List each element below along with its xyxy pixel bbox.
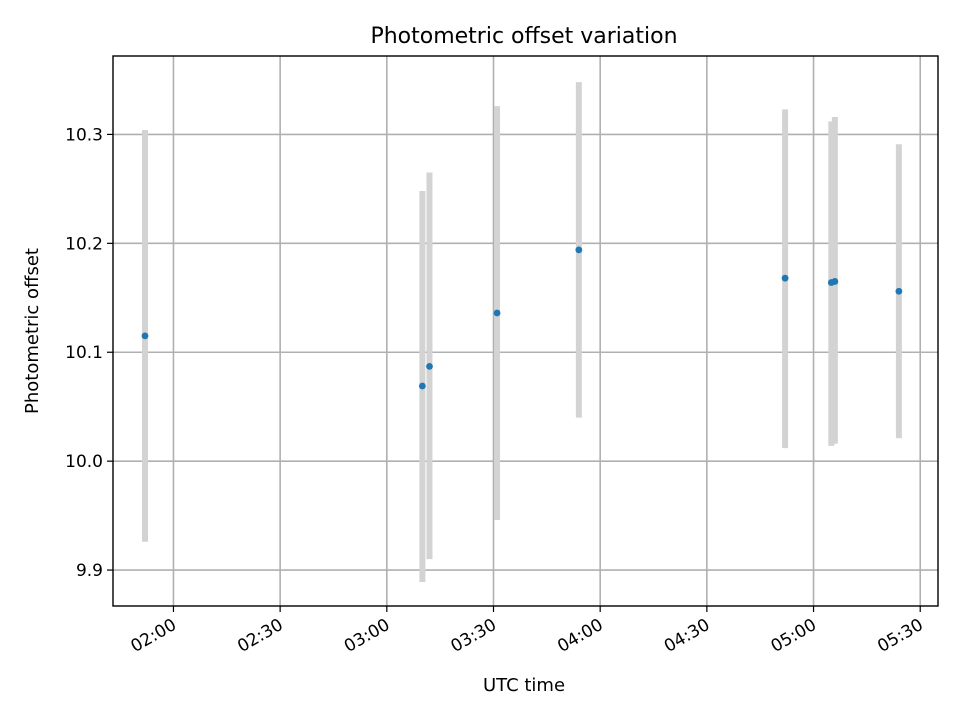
data-point bbox=[575, 246, 583, 254]
data-points bbox=[141, 246, 903, 390]
x-tick-label: 02:30 bbox=[234, 615, 286, 657]
data-point bbox=[426, 362, 433, 370]
x-tick-label: 03:30 bbox=[448, 615, 500, 657]
grid bbox=[113, 56, 938, 606]
data-point bbox=[895, 287, 903, 295]
y-tick-label: 9.9 bbox=[76, 561, 103, 581]
y-axis-ticks: 9.9 10.0 10.1 10.2 10.3 bbox=[65, 125, 113, 581]
y-tick-label: 10.1 bbox=[65, 343, 103, 363]
data-point bbox=[493, 309, 501, 317]
error-bars bbox=[142, 82, 902, 583]
x-tick-label: 05:30 bbox=[874, 615, 926, 657]
y-tick-label: 10.2 bbox=[65, 234, 103, 254]
x-tick-label: 05:00 bbox=[768, 615, 820, 657]
data-point bbox=[418, 382, 426, 390]
x-tick-label: 04:30 bbox=[661, 615, 713, 657]
x-tick-label: 02:00 bbox=[128, 615, 180, 657]
x-tick-label: 03:00 bbox=[341, 615, 393, 657]
data-point bbox=[141, 332, 149, 340]
x-tick-label: 04:00 bbox=[554, 615, 606, 657]
y-tick-label: 10.3 bbox=[65, 125, 103, 145]
x-axis-label: UTC time bbox=[483, 675, 565, 696]
plot-frame bbox=[112, 55, 939, 607]
x-axis-ticks: 02:00 02:30 03:00 03:30 04:00 04:30 05:00 05:30 bbox=[128, 606, 927, 657]
chart-title: Photometric offset variation bbox=[370, 24, 677, 49]
y-tick-label: 10.0 bbox=[65, 452, 103, 472]
y-axis-label: Photometric offset bbox=[22, 248, 43, 414]
data-point bbox=[781, 274, 789, 282]
data-point bbox=[831, 278, 839, 285]
